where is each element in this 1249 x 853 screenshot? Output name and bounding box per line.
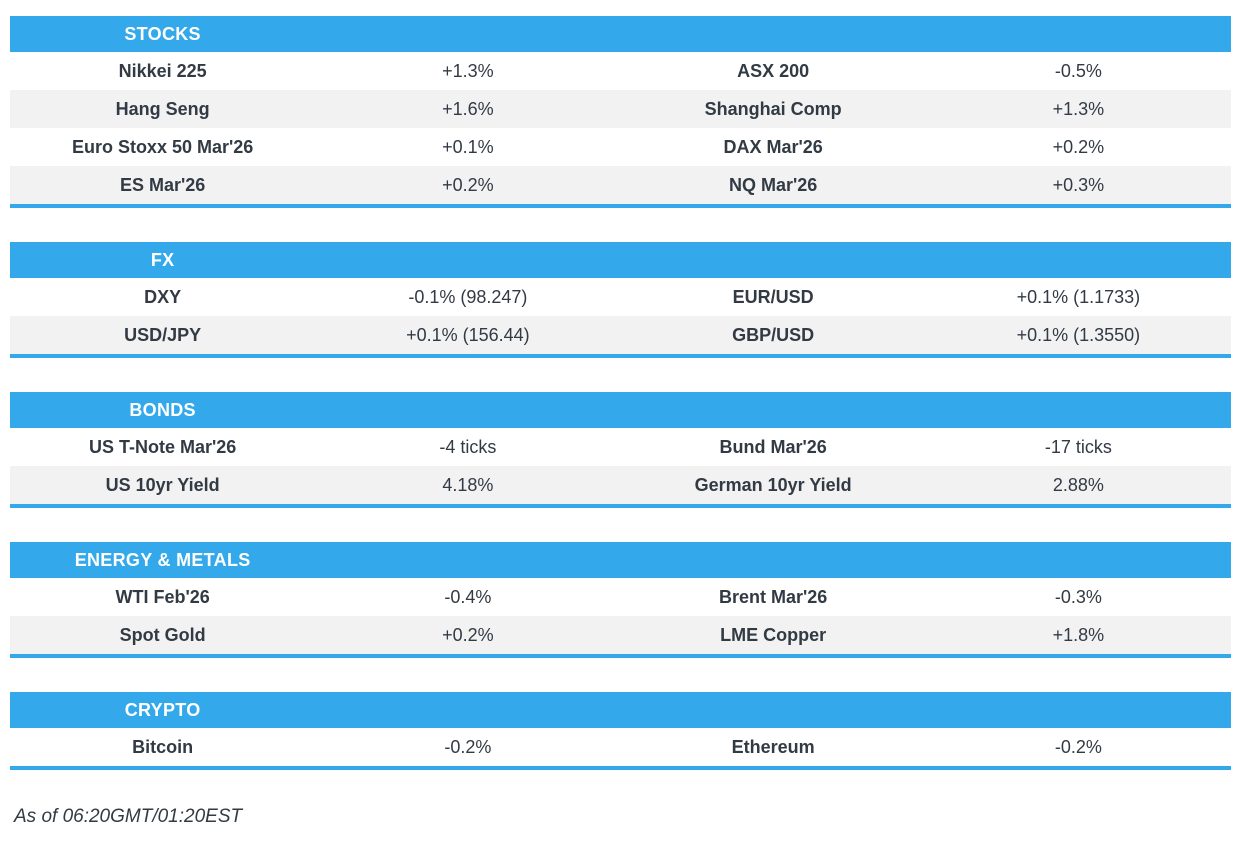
table-row: WTI Feb'26 -0.4% Brent Mar'26 -0.3% bbox=[10, 578, 1231, 616]
instrument-value: +1.3% bbox=[442, 60, 494, 81]
table-row: Bitcoin -0.2% Ethereum -0.2% bbox=[10, 728, 1231, 766]
section-header-stocks: STOCKS bbox=[10, 16, 1231, 52]
instrument-value: +0.2% bbox=[442, 624, 494, 645]
instrument-value: +0.1% (1.1733) bbox=[1016, 286, 1141, 307]
section-title: STOCKS bbox=[124, 23, 201, 44]
section-bottom-border bbox=[10, 766, 1231, 770]
instrument-value: -4 ticks bbox=[439, 436, 497, 457]
section-header-crypto: CRYPTO bbox=[10, 692, 1231, 728]
instrument-value: -0.1% (98.247) bbox=[408, 286, 528, 307]
instrument-value: +1.6% bbox=[442, 98, 494, 119]
instrument-value: +0.3% bbox=[1052, 174, 1105, 195]
instrument-label: WTI Feb'26 bbox=[115, 586, 210, 607]
instrument-value: +1.3% bbox=[1052, 98, 1105, 119]
table-row: ES Mar'26 +0.2% NQ Mar'26 +0.3% bbox=[10, 166, 1231, 204]
instrument-label: NQ Mar'26 bbox=[728, 174, 818, 195]
instrument-label: Shanghai Comp bbox=[704, 98, 842, 119]
section-bottom-border bbox=[10, 204, 1231, 208]
instrument-label: Ethereum bbox=[731, 736, 815, 757]
table-row: Euro Stoxx 50 Mar'26 +0.1% DAX Mar'26 +0… bbox=[10, 128, 1231, 166]
section-bonds: BONDS US T-Note Mar'26 -4 ticks Bund Mar… bbox=[10, 392, 1231, 508]
instrument-label: Bitcoin bbox=[132, 736, 194, 757]
table-row: Spot Gold +0.2% LME Copper +1.8% bbox=[10, 616, 1231, 654]
instrument-value: +0.2% bbox=[1052, 136, 1105, 157]
instrument-label: USD/JPY bbox=[124, 324, 202, 345]
section-title: ENERGY & METALS bbox=[74, 549, 251, 570]
table-row: US T-Note Mar'26 -4 ticks Bund Mar'26 -1… bbox=[10, 428, 1231, 466]
instrument-value: +0.1% (1.3550) bbox=[1016, 324, 1141, 345]
section-bottom-border bbox=[10, 354, 1231, 358]
instrument-value: +0.1% (156.44) bbox=[406, 324, 530, 345]
instrument-value: -0.3% bbox=[1054, 586, 1102, 607]
section-energy-metals: ENERGY & METALS WTI Feb'26 -0.4% Brent M… bbox=[10, 542, 1231, 658]
instrument-value: -17 ticks bbox=[1044, 436, 1112, 457]
instrument-value: +0.1% bbox=[442, 136, 494, 157]
instrument-value: -0.2% bbox=[1054, 736, 1102, 757]
section-header-fx: FX bbox=[10, 242, 1231, 278]
table-row: DXY -0.1% (98.247) EUR/USD +0.1% (1.1733… bbox=[10, 278, 1231, 316]
section-rows-energy-metals: WTI Feb'26 -0.4% Brent Mar'26 -0.3% Spot… bbox=[10, 578, 1231, 654]
section-rows-stocks: Nikkei 225 +1.3% ASX 200 -0.5% Hang Seng… bbox=[10, 52, 1231, 204]
instrument-label: Spot Gold bbox=[119, 624, 206, 645]
section-rows-bonds: US T-Note Mar'26 -4 ticks Bund Mar'26 -1… bbox=[10, 428, 1231, 504]
section-title: BONDS bbox=[129, 399, 196, 420]
section-title: FX bbox=[150, 249, 175, 270]
instrument-value: -0.5% bbox=[1054, 60, 1102, 81]
instrument-label: US T-Note Mar'26 bbox=[88, 436, 237, 457]
table-row: Nikkei 225 +1.3% ASX 200 -0.5% bbox=[10, 52, 1231, 90]
instrument-value: -0.4% bbox=[444, 586, 492, 607]
instrument-label: LME Copper bbox=[720, 624, 827, 645]
table-row: Hang Seng +1.6% Shanghai Comp +1.3% bbox=[10, 90, 1231, 128]
instrument-label: Brent Mar'26 bbox=[718, 586, 828, 607]
instrument-label: German 10yr Yield bbox=[694, 474, 852, 495]
instrument-label: Nikkei 225 bbox=[118, 60, 207, 81]
instrument-value: 2.88% bbox=[1052, 474, 1104, 495]
instrument-label: DAX Mar'26 bbox=[723, 136, 823, 157]
instrument-label: Euro Stoxx 50 Mar'26 bbox=[71, 136, 254, 157]
instrument-label: ASX 200 bbox=[737, 60, 810, 81]
market-sections: STOCKS Nikkei 225 +1.3% ASX 200 -0.5% Ha… bbox=[10, 16, 1231, 770]
instrument-label: EUR/USD bbox=[732, 286, 814, 307]
instrument-value: +1.8% bbox=[1052, 624, 1105, 645]
instrument-label: US 10yr Yield bbox=[105, 474, 220, 495]
section-bottom-border bbox=[10, 654, 1231, 658]
section-rows-fx: DXY -0.1% (98.247) EUR/USD +0.1% (1.1733… bbox=[10, 278, 1231, 354]
section-header-energy-metals: ENERGY & METALS bbox=[10, 542, 1231, 578]
instrument-label: Hang Seng bbox=[115, 98, 210, 119]
instrument-label: ES Mar'26 bbox=[119, 174, 206, 195]
instrument-label: GBP/USD bbox=[732, 324, 815, 345]
instrument-value: 4.18% bbox=[442, 474, 494, 495]
section-title: CRYPTO bbox=[124, 699, 201, 720]
market-wrap-page: STOCKS Nikkei 225 +1.3% ASX 200 -0.5% Ha… bbox=[10, 16, 1231, 827]
section-bottom-border bbox=[10, 504, 1231, 508]
section-crypto: CRYPTO Bitcoin -0.2% Ethereum -0.2% bbox=[10, 692, 1231, 770]
section-stocks: STOCKS Nikkei 225 +1.3% ASX 200 -0.5% Ha… bbox=[10, 16, 1231, 208]
section-header-bonds: BONDS bbox=[10, 392, 1231, 428]
instrument-label: DXY bbox=[144, 286, 182, 307]
instrument-label: Bund Mar'26 bbox=[719, 436, 827, 457]
as-of-timestamp: As of 06:20GMT/01:20EST bbox=[14, 806, 243, 827]
table-row: USD/JPY +0.1% (156.44) GBP/USD +0.1% (1.… bbox=[10, 316, 1231, 354]
section-rows-crypto: Bitcoin -0.2% Ethereum -0.2% bbox=[10, 728, 1231, 766]
instrument-value: +0.2% bbox=[442, 174, 494, 195]
section-fx: FX DXY -0.1% (98.247) EUR/USD +0.1% (1.1… bbox=[10, 242, 1231, 358]
instrument-value: -0.2% bbox=[444, 736, 492, 757]
table-row: US 10yr Yield 4.18% German 10yr Yield 2.… bbox=[10, 466, 1231, 504]
